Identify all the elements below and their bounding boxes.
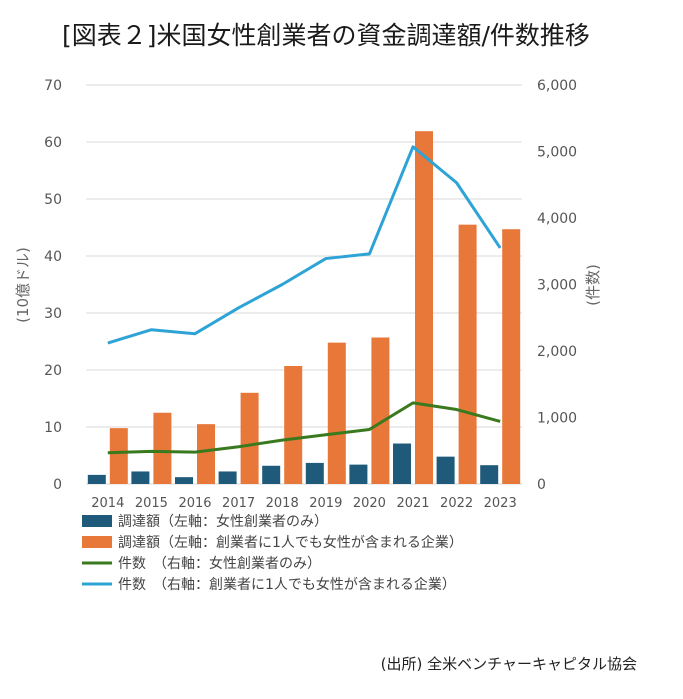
x-tick-label: 2016 bbox=[178, 496, 211, 511]
bar-any-female bbox=[458, 224, 477, 484]
left-axis-ticks: 0 10 20 30 40 50 60 70 bbox=[44, 78, 62, 493]
bar-female-only bbox=[305, 462, 324, 484]
bar-any-female bbox=[197, 424, 215, 484]
bars bbox=[87, 131, 521, 485]
x-tick-label: 2022 bbox=[440, 496, 473, 511]
right-tick-label: 0 bbox=[537, 477, 546, 493]
line-count-female-only bbox=[107, 401, 501, 455]
left-tick-label: 30 bbox=[44, 306, 62, 322]
legend-label: 件数 （右軸：女性創業者のみ） bbox=[118, 555, 321, 572]
bar-any-female bbox=[327, 342, 346, 484]
left-tick-label: 10 bbox=[44, 420, 62, 436]
line-count-any-female bbox=[107, 145, 502, 345]
left-tick-label: 50 bbox=[44, 192, 62, 208]
bar-female-only bbox=[349, 464, 368, 484]
bar-any-female bbox=[502, 229, 521, 484]
left-tick-label: 40 bbox=[44, 249, 62, 265]
legend-label: 調達額（左軸：創業者に1人でも女性が含まれる企業） bbox=[118, 534, 463, 551]
x-tick-label: 2021 bbox=[396, 496, 429, 511]
source-note: (出所) 全米ベンチャーキャピタル協会 bbox=[380, 655, 637, 673]
bar-any-female bbox=[415, 131, 433, 485]
legend-label: 件数 （右軸：創業者に1人でも女性が含まれる企業） bbox=[118, 576, 456, 593]
x-tick-label: 2019 bbox=[309, 496, 342, 511]
bar-any-female bbox=[109, 428, 128, 484]
right-tick-label: 1,000 bbox=[537, 411, 577, 427]
chart-title: [図表２]米国女性創業者の資金調達額/件数推移 bbox=[62, 21, 590, 50]
left-axis-label: (10億ドル) bbox=[14, 247, 32, 323]
legend-swatch bbox=[82, 536, 112, 548]
left-tick-label: 60 bbox=[44, 135, 62, 151]
bar-female-only bbox=[262, 465, 281, 484]
gridlines bbox=[86, 84, 522, 485]
right-tick-label: 4,000 bbox=[537, 211, 577, 227]
legend-swatch bbox=[82, 515, 112, 527]
bar-any-female bbox=[240, 392, 259, 484]
right-tick-label: 2,000 bbox=[537, 344, 577, 360]
left-tick-label: 20 bbox=[44, 363, 62, 379]
x-tick-label: 2017 bbox=[222, 496, 255, 511]
x-tick-label: 2023 bbox=[484, 496, 517, 511]
right-axis-ticks: 0 1,000 2,000 3,000 4,000 5,000 6,000 bbox=[537, 78, 577, 493]
right-axis-label: (件数) bbox=[584, 264, 602, 306]
right-tick-label: 5,000 bbox=[537, 145, 577, 161]
bar-female-only bbox=[131, 471, 150, 484]
bar-female-only bbox=[480, 465, 499, 484]
right-tick-label: 3,000 bbox=[537, 278, 577, 294]
legend: 調達額（左軸：女性創業者のみ） 調達額（左軸：創業者に1人でも女性が含まれる企業）… bbox=[82, 513, 463, 593]
bar-female-only bbox=[87, 474, 106, 484]
bar-female-only bbox=[175, 477, 193, 484]
x-tick-label: 2015 bbox=[135, 496, 168, 511]
x-tick-label: 2020 bbox=[353, 496, 386, 511]
bar-female-only bbox=[218, 471, 237, 484]
x-tick-label: 2018 bbox=[266, 496, 299, 511]
bar-any-female bbox=[371, 337, 390, 484]
bar-any-female bbox=[153, 412, 172, 484]
bar-female-only bbox=[436, 456, 455, 484]
legend-label: 調達額（左軸：女性創業者のみ） bbox=[118, 513, 328, 530]
x-tick-label: 2014 bbox=[91, 496, 124, 511]
x-axis-ticks: 2014 2015 2016 2017 2018 2019 2020 2021 2022 2023 bbox=[91, 496, 516, 511]
left-tick-label: 70 bbox=[44, 78, 62, 94]
left-tick-label: 0 bbox=[53, 477, 62, 493]
bar-any-female bbox=[284, 366, 303, 484]
lines bbox=[107, 145, 502, 455]
right-tick-label: 6,000 bbox=[537, 78, 577, 94]
bar-female-only bbox=[393, 443, 411, 484]
